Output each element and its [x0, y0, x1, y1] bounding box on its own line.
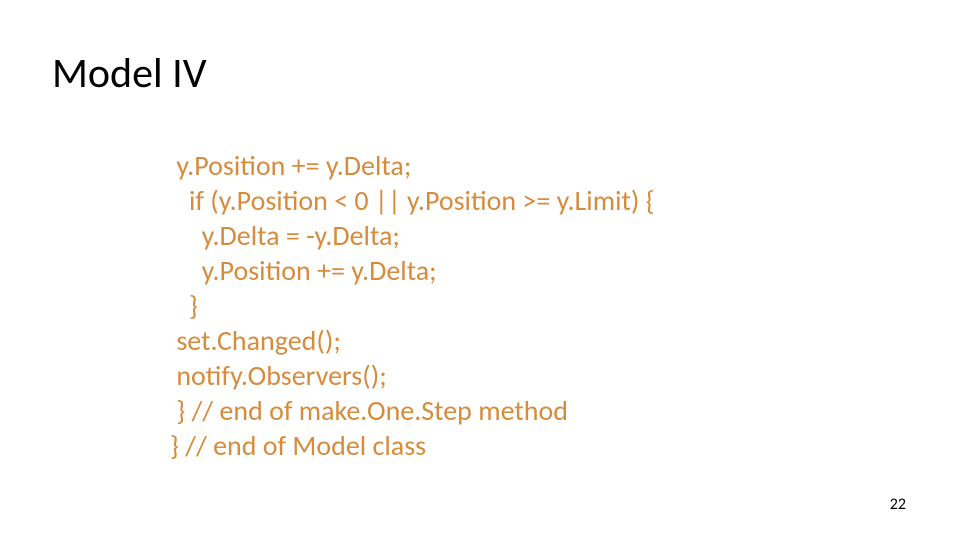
code-line: }	[170, 288, 198, 323]
slide-title: Model IV	[52, 48, 207, 99]
code-line: } // end of make.One.Step method	[170, 393, 568, 428]
code-line: y.Position += y.Delta;	[170, 148, 411, 183]
code-line: } // end of Model class	[170, 428, 426, 463]
code-line: if (y.Position < 0 || y.Position >= y.Li…	[170, 183, 655, 218]
code-line: y.Position += y.Delta;	[170, 253, 437, 288]
code-line: notify.Observers();	[170, 358, 387, 393]
code-block: y.Position += y.Delta; if (y.Position < …	[170, 148, 655, 463]
code-line: y.Delta = -y.Delta;	[170, 218, 400, 253]
page-number: 22	[890, 495, 906, 514]
slide-container: Model IV y.Position += y.Delta; if (y.Po…	[0, 0, 960, 540]
code-line: set.Changed();	[170, 323, 341, 358]
